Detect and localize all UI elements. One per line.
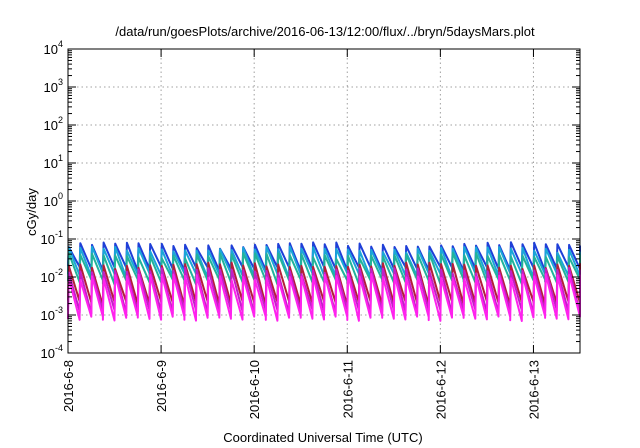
x-axis-label: Coordinated Universal Time (UTC) [223,430,422,445]
x-tick-label: 2016-6-8 [61,360,76,412]
series-group [67,241,581,322]
y-tick-label: 10-4 [41,343,63,361]
y-tick-labels: 10-4 10-3 10-2 10-1 100 101 102 103 104 [41,39,63,361]
series-line [67,273,581,322]
chart-title: /data/run/goesPlots/archive/2016-06-13/1… [115,24,535,39]
y-tick-label: 104 [44,39,63,57]
x-tick-label: 2016-6-12 [433,360,448,419]
y-tick-label: 10-3 [41,305,63,323]
x-tick-label: 2016-6-10 [247,360,262,419]
y-axis-label: cGy/day [24,188,39,236]
axis-ticks [67,48,580,354]
x-tick-label: 2016-6-11 [340,360,355,418]
y-tick-label: 102 [44,115,63,133]
y-tick-label: 10-1 [41,229,63,247]
y-tick-label: 100 [44,191,63,209]
y-tick-label: 101 [44,153,63,171]
y-tick-label: 103 [44,77,63,95]
x-tick-labels: 2016-6-8 2016-6-9 2016-6-10 2016-6-11 2016-6… [61,360,541,419]
series-line [67,245,581,279]
x-tick-label: 2016-6-9 [154,360,169,412]
x-tick-label: 2016-6-13 [526,360,541,419]
y-tick-label: 10-2 [41,267,63,285]
